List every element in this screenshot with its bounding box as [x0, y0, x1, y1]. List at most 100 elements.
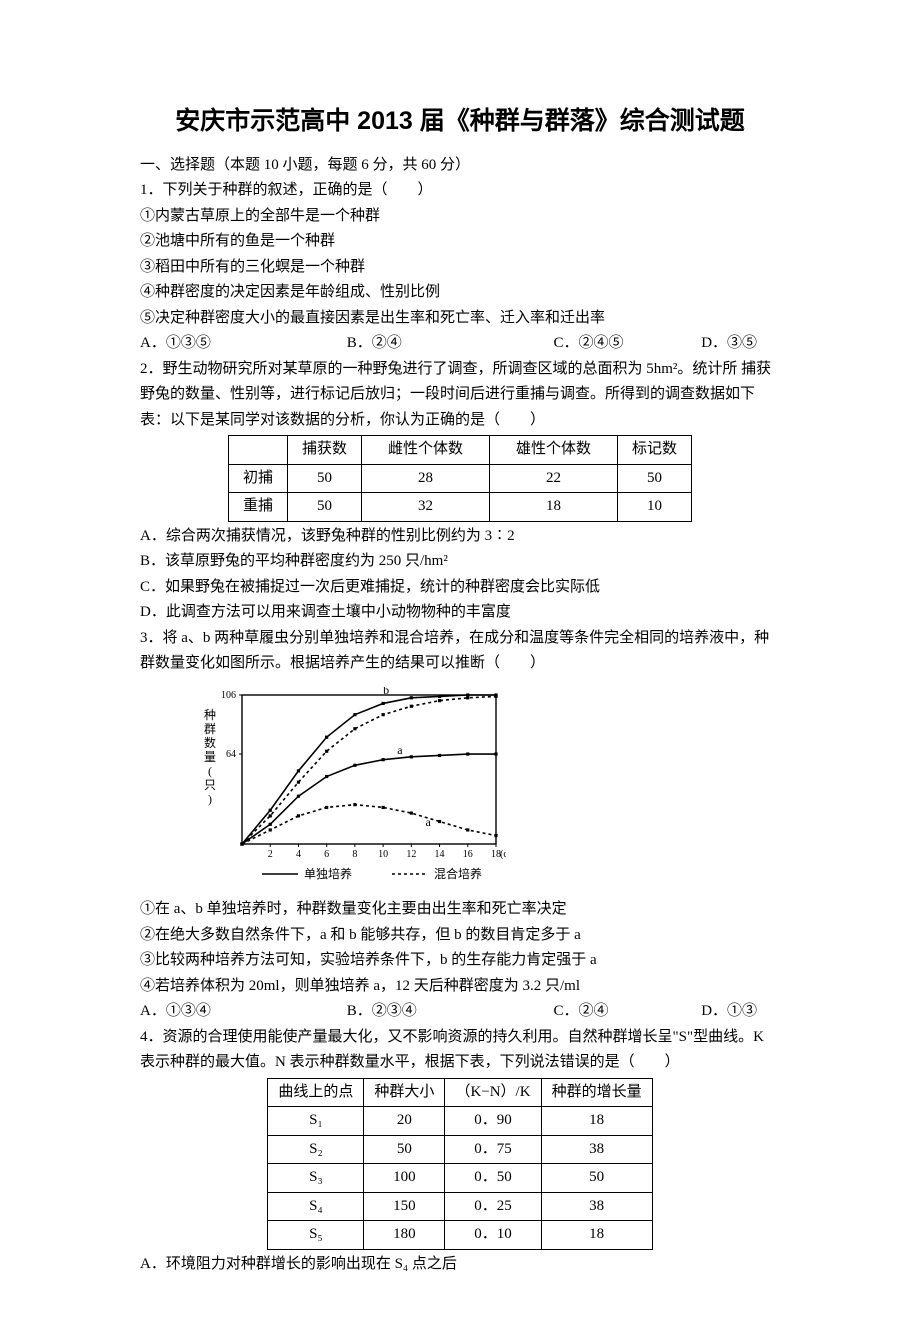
table-row: S₃ 100 0．50 50 — [268, 1164, 652, 1193]
q4-th0: 曲线上的点 — [268, 1078, 364, 1107]
q4-r0c1: 20 — [364, 1107, 445, 1136]
svg-text:6: 6 — [324, 849, 329, 860]
q4-r3c0: S₄ — [268, 1192, 364, 1221]
svg-text:8: 8 — [352, 849, 357, 860]
table-row: S₂ 50 0．75 38 — [268, 1135, 652, 1164]
q4-r1c2: 0．75 — [445, 1135, 541, 1164]
q2-th3: 雄性个体数 — [490, 436, 618, 465]
table-row: S₁ 20 0．90 18 — [268, 1107, 652, 1136]
svg-text:b: b — [383, 687, 389, 697]
svg-text:a: a — [397, 742, 403, 756]
q4-r1c0: S₂ — [268, 1135, 364, 1164]
svg-text:(: ( — [208, 764, 212, 778]
q3-opt-c: C．②④ — [554, 999, 702, 1025]
svg-text:14: 14 — [435, 849, 445, 860]
svg-text:10: 10 — [378, 849, 388, 860]
svg-text:106: 106 — [221, 690, 236, 701]
q4-r1c1: 50 — [364, 1135, 445, 1164]
q2-th2: 雌性个体数 — [361, 436, 489, 465]
q4-th2: （K−N）/K — [445, 1078, 541, 1107]
q3-opt-b: B．②③④ — [347, 999, 554, 1025]
q2-r0c2: 28 — [361, 464, 489, 493]
q2-r1c2: 32 — [361, 493, 489, 522]
q1-opt-d: D．③⑤ — [701, 331, 780, 357]
q4-r3c2: 0．25 — [445, 1192, 541, 1221]
table-row: S₅ 180 0．10 18 — [268, 1221, 652, 1250]
q2-r1c1: 50 — [287, 493, 361, 522]
q1-item5: ⑤决定种群密度大小的最直接因素是出生率和死亡率、迁入率和迁出率 — [140, 306, 780, 332]
q3-item2: ②在绝大多数自然条件下，a 和 b 能够共存，但 b 的数目肯定多于 a — [140, 923, 780, 949]
svg-text:64: 64 — [226, 749, 236, 760]
q4-r2c2: 0．50 — [445, 1164, 541, 1193]
q1-options: A．①③⑤ B．②④ C．②④⑤ D．③⑤ — [140, 331, 780, 357]
page-title: 安庆市示范高中 2013 届《种群与群落》综合测试题 — [140, 100, 780, 143]
q1-opt-c: C．②④⑤ — [554, 331, 702, 357]
q2-opt-d: D．此调查方法可以用来调查土壤中小动物物种的丰富度 — [140, 600, 780, 626]
q4-r4c2: 0．10 — [445, 1221, 541, 1250]
svg-text:量: 量 — [204, 750, 216, 764]
q2-table: 捕获数 雌性个体数 雄性个体数 标记数 初捕 50 28 22 50 重捕 50… — [228, 435, 692, 522]
table-row: 捕获数 雌性个体数 雄性个体数 标记数 — [228, 436, 691, 465]
q4-r3c3: 38 — [541, 1192, 652, 1221]
q3-chart: 2468101214161864106种群数量(只)(d)baa单独培养混合培养 — [196, 687, 780, 892]
q3-options: A．①③④ B．②③④ C．②④ D．①③ — [140, 999, 780, 1025]
q2-th4: 标记数 — [618, 436, 692, 465]
q2-opt-b: B．该草原野兔的平均种群密度约为 250 只/hm² — [140, 549, 780, 575]
q2-r0c3: 22 — [490, 464, 618, 493]
q4-r0c3: 18 — [541, 1107, 652, 1136]
q2-r1c3: 18 — [490, 493, 618, 522]
q1-item1: ①内蒙古草原上的全部牛是一个种群 — [140, 204, 780, 230]
q2-stem: 2．野生动物研究所对某草原的一种野兔进行了调查，所调查区域的总面积为 5hm²。… — [140, 357, 780, 434]
q2-r0c4: 50 — [618, 464, 692, 493]
q2-r1c0: 重捕 — [228, 493, 287, 522]
q2-opt-c: C．如果野兔在被捕捉过一次后更难捕捉，统计的种群密度会比实际低 — [140, 575, 780, 601]
q4-r2c3: 50 — [541, 1164, 652, 1193]
table-row: 重捕 50 32 18 10 — [228, 493, 691, 522]
q4-r1c3: 38 — [541, 1135, 652, 1164]
q1-item3: ③稻田中所有的三化螟是一个种群 — [140, 255, 780, 281]
q4-stem: 4．资源的合理使用能使产量最大化，又不影响资源的持久利用。自然种群增长呈"S"型… — [140, 1025, 780, 1076]
q3-item1: ①在 a、b 单独培养时，种群数量变化主要由出生率和死亡率决定 — [140, 897, 780, 923]
svg-text:): ) — [208, 792, 212, 806]
svg-text:只: 只 — [204, 778, 216, 792]
svg-text:12: 12 — [406, 849, 416, 860]
svg-text:16: 16 — [463, 849, 473, 860]
q1-stem: 1．下列关于种群的叙述，正确的是（ ） — [140, 178, 780, 204]
q2-th1: 捕获数 — [287, 436, 361, 465]
svg-text:2: 2 — [268, 849, 273, 860]
q1-opt-a: A．①③⑤ — [140, 331, 347, 357]
q1-item4: ④种群密度的决定因素是年龄组成、性别比例 — [140, 280, 780, 306]
q2-th0 — [228, 436, 287, 465]
q2-opt-a: A．综合两次捕获情况，该野兔种群的性别比例约为 3∶2 — [140, 524, 780, 550]
q4-r0c2: 0．90 — [445, 1107, 541, 1136]
q4-r2c0: S₃ — [268, 1164, 364, 1193]
q4-table: 曲线上的点 种群大小 （K−N）/K 种群的增长量 S₁ 20 0．90 18 … — [267, 1078, 652, 1250]
q2-r1c4: 10 — [618, 493, 692, 522]
q4-r4c1: 180 — [364, 1221, 445, 1250]
table-row: 初捕 50 28 22 50 — [228, 464, 691, 493]
svg-text:混合培养: 混合培养 — [434, 866, 482, 881]
line-chart-icon: 2468101214161864106种群数量(只)(d)baa单独培养混合培养 — [196, 687, 506, 882]
q2-r0c1: 50 — [287, 464, 361, 493]
svg-text:群: 群 — [204, 722, 216, 736]
svg-text:单独培养: 单独培养 — [304, 866, 352, 881]
q4-th1: 种群大小 — [364, 1078, 445, 1107]
svg-text:(d): (d) — [500, 849, 506, 860]
table-row: S₄ 150 0．25 38 — [268, 1192, 652, 1221]
q1-opt-b: B．②④ — [347, 331, 554, 357]
svg-text:数: 数 — [204, 735, 216, 750]
svg-text:a: a — [425, 814, 431, 828]
svg-text:种: 种 — [204, 708, 216, 722]
q4-r0c0: S₁ — [268, 1107, 364, 1136]
q4-r4c0: S₅ — [268, 1221, 364, 1250]
q4-r2c1: 100 — [364, 1164, 445, 1193]
q3-opt-a: A．①③④ — [140, 999, 347, 1025]
q1-item2: ②池塘中所有的鱼是一个种群 — [140, 229, 780, 255]
q4-r3c1: 150 — [364, 1192, 445, 1221]
q3-item3: ③比较两种培养方法可知，实验培养条件下，b 的生存能力肯定强于 a — [140, 948, 780, 974]
q4-opt-a: A．环境阻力对种群增长的影响出现在 S₄ 点之后 — [140, 1252, 780, 1278]
table-row: 曲线上的点 种群大小 （K−N）/K 种群的增长量 — [268, 1078, 652, 1107]
q3-stem: 3．将 a、b 两种草履虫分别单独培养和混合培养，在成分和温度等条件完全相同的培… — [140, 626, 780, 677]
q2-r0c0: 初捕 — [228, 464, 287, 493]
q3-opt-d: D．①③ — [701, 999, 780, 1025]
